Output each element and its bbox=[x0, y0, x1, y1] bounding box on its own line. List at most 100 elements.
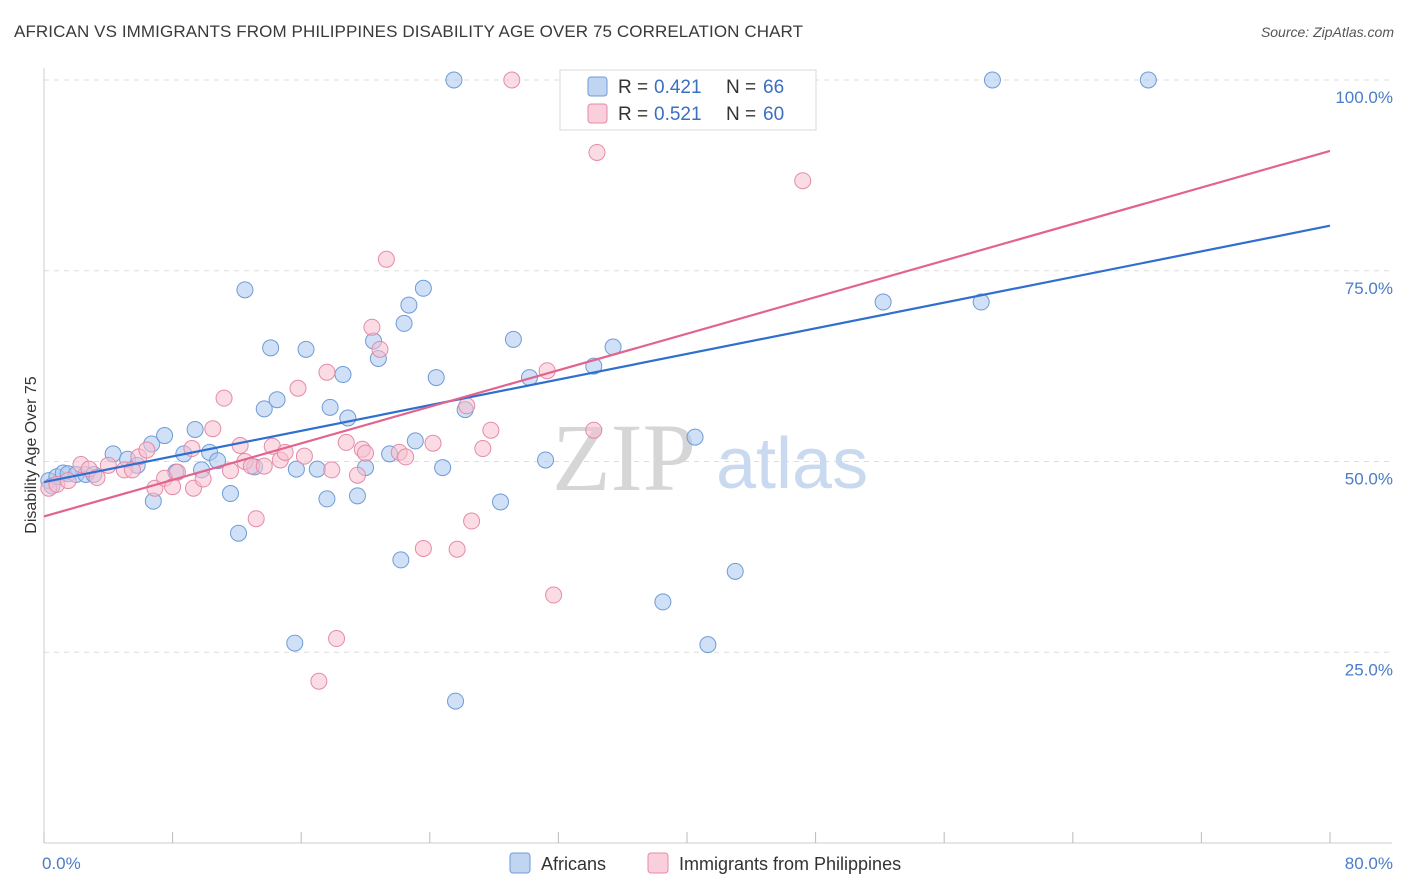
africans-point-32 bbox=[321, 398, 339, 416]
philippines-point-46 bbox=[448, 540, 466, 558]
philippines-point-45 bbox=[424, 434, 442, 452]
philippines-points bbox=[40, 71, 815, 690]
africans-point-63 bbox=[1139, 71, 1157, 89]
africans-point-40 bbox=[392, 551, 410, 569]
africans-point-45 bbox=[427, 369, 445, 387]
legend-africans-n-value: 66 bbox=[763, 77, 784, 98]
africans-point-12 bbox=[156, 427, 174, 445]
philippines-point-32 bbox=[318, 363, 336, 381]
philippines-point-36 bbox=[348, 466, 366, 484]
africans-trend-line bbox=[43, 224, 1331, 484]
africans-points bbox=[40, 71, 1157, 710]
philippines-point-41 bbox=[377, 250, 395, 268]
y-tick-label-75: 75.0% bbox=[1345, 279, 1393, 298]
philippines-point-18 bbox=[204, 420, 222, 438]
africans-point-24 bbox=[255, 400, 273, 418]
philippines-point-29 bbox=[289, 379, 307, 397]
x-tick-label-min: 0.0% bbox=[42, 854, 81, 873]
philippines-point-50 bbox=[482, 421, 500, 439]
africans-point-62 bbox=[983, 71, 1001, 89]
africans-point-28 bbox=[287, 460, 305, 478]
africans-point-41 bbox=[395, 314, 413, 332]
africans-point-33 bbox=[334, 366, 352, 384]
philippines-point-14 bbox=[168, 463, 186, 481]
axes bbox=[43, 68, 1392, 844]
bottom-legend-philippines-swatch bbox=[647, 852, 669, 874]
africans-point-60 bbox=[874, 293, 892, 311]
philippines-point-25 bbox=[255, 457, 273, 475]
philippines-point-30 bbox=[295, 447, 313, 465]
philippines-point-34 bbox=[328, 630, 346, 648]
africans-point-23 bbox=[236, 281, 254, 299]
africans-point-25 bbox=[262, 339, 280, 357]
philippines-point-58 bbox=[794, 172, 812, 190]
philippines-point-44 bbox=[414, 539, 432, 557]
philippines-point-54 bbox=[585, 421, 603, 439]
africans-point-59 bbox=[726, 562, 744, 580]
africans-point-31 bbox=[318, 490, 336, 508]
legend-philippines-swatch bbox=[587, 103, 608, 124]
philippines-point-55 bbox=[588, 143, 606, 161]
philippines-point-5 bbox=[88, 469, 106, 487]
series-legend: Africans Immigrants from Philippines bbox=[509, 852, 901, 874]
philippines-point-40 bbox=[371, 340, 389, 358]
legend-africans-r-value: 0.421 bbox=[654, 77, 702, 98]
philippines-point-52 bbox=[538, 362, 556, 380]
africans-point-42 bbox=[400, 296, 418, 314]
y-tick-label-100: 100.0% bbox=[1335, 88, 1393, 107]
philippines-point-24 bbox=[247, 510, 265, 528]
philippines-point-49 bbox=[474, 440, 492, 458]
tick-labels: 25.0% 50.0% 75.0% 100.0% 0.0% 80.0% bbox=[42, 88, 1393, 873]
y-axis-label: Disability Age Over 75 bbox=[23, 376, 40, 534]
africans-point-16 bbox=[186, 420, 204, 438]
correlation-legend: R = 0.421 N = 66 R = 0.521 N = 60 bbox=[559, 69, 817, 131]
philippines-point-35 bbox=[337, 433, 355, 451]
philippines-point-51 bbox=[503, 71, 521, 89]
philippines-point-48 bbox=[463, 512, 481, 530]
africans-point-56 bbox=[654, 593, 672, 611]
legend-philippines-n-label: N = bbox=[726, 104, 756, 125]
africans-point-20 bbox=[221, 485, 239, 503]
africans-point-61 bbox=[972, 293, 990, 311]
philippines-point-53 bbox=[545, 586, 563, 604]
legend-philippines-n-value: 60 bbox=[763, 104, 784, 125]
philippines-point-38 bbox=[357, 444, 374, 462]
africans-point-30 bbox=[308, 460, 326, 478]
africans-point-48 bbox=[447, 692, 465, 710]
africans-point-29 bbox=[297, 340, 315, 358]
philippines-point-47 bbox=[458, 397, 476, 415]
africans-point-47 bbox=[445, 71, 463, 89]
africans-point-26 bbox=[268, 391, 286, 409]
legend-philippines-r-label: R = bbox=[618, 104, 648, 125]
philippines-point-39 bbox=[363, 318, 381, 336]
gridlines bbox=[44, 79, 1392, 653]
y-tick-label-25: 25.0% bbox=[1345, 660, 1393, 679]
legend-africans-n-label: N = bbox=[726, 77, 756, 98]
y-tick-label-50: 50.0% bbox=[1345, 470, 1393, 489]
philippines-point-10 bbox=[138, 441, 156, 459]
africans-point-57 bbox=[686, 428, 704, 446]
philippines-trend-line bbox=[43, 149, 1331, 518]
africans-point-50 bbox=[492, 493, 510, 511]
africans-point-53 bbox=[537, 451, 555, 469]
legend-africans-swatch bbox=[587, 76, 608, 97]
africans-point-51 bbox=[504, 330, 522, 348]
bottom-legend-philippines-label: Immigrants from Philippines bbox=[679, 854, 901, 874]
philippines-point-33 bbox=[323, 461, 341, 479]
watermark: ZIP atlas bbox=[552, 404, 868, 511]
africans-point-19 bbox=[209, 452, 227, 470]
bottom-legend-africans-swatch bbox=[509, 852, 531, 874]
philippines-point-19 bbox=[215, 389, 233, 407]
legend-philippines-r-value: 0.521 bbox=[654, 104, 702, 125]
philippines-point-43 bbox=[397, 448, 415, 466]
africans-point-27 bbox=[286, 634, 304, 652]
africans-point-35 bbox=[348, 487, 366, 505]
africans-point-43 bbox=[406, 432, 424, 450]
africans-point-46 bbox=[434, 459, 452, 477]
x-tick-label-max: 80.0% bbox=[1345, 854, 1393, 873]
trend-lines bbox=[43, 149, 1331, 518]
philippines-point-21 bbox=[231, 436, 249, 454]
africans-point-21 bbox=[230, 524, 248, 542]
watermark-atlas: atlas bbox=[716, 424, 868, 504]
